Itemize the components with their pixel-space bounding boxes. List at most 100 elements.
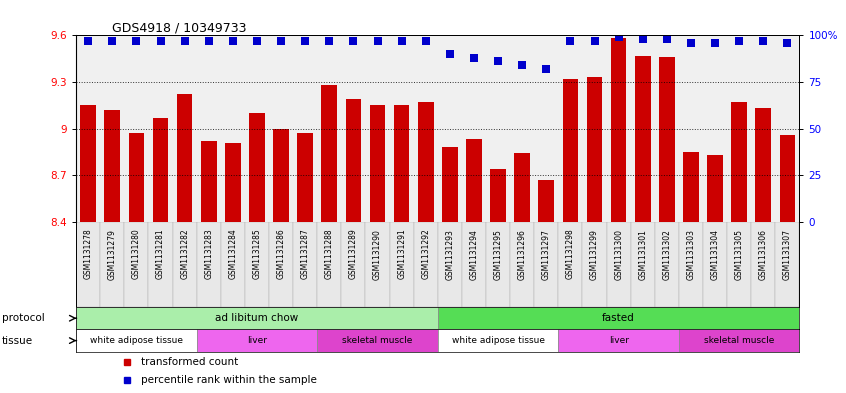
- Text: liver: liver: [247, 336, 267, 345]
- Bar: [418, 102, 434, 222]
- Bar: [683, 152, 699, 222]
- Text: GSM1131291: GSM1131291: [397, 229, 406, 279]
- Bar: [149, 222, 173, 307]
- Text: GSM1131280: GSM1131280: [132, 229, 141, 279]
- Bar: [80, 105, 96, 222]
- Bar: [370, 105, 386, 222]
- Bar: [707, 155, 723, 222]
- Text: GSM1131304: GSM1131304: [711, 229, 720, 280]
- Text: liver: liver: [608, 336, 629, 345]
- Bar: [100, 222, 124, 307]
- Bar: [442, 147, 458, 222]
- Bar: [437, 307, 799, 329]
- Bar: [225, 143, 241, 222]
- Text: GSM1131283: GSM1131283: [204, 229, 213, 279]
- Text: transformed count: transformed count: [141, 357, 239, 367]
- Bar: [104, 110, 120, 222]
- Text: GSM1131293: GSM1131293: [445, 229, 454, 279]
- Bar: [293, 222, 317, 307]
- Text: GSM1131288: GSM1131288: [325, 229, 334, 279]
- Text: GSM1131306: GSM1131306: [759, 229, 768, 280]
- Bar: [249, 113, 265, 222]
- Bar: [678, 222, 703, 307]
- Bar: [727, 222, 751, 307]
- Bar: [462, 222, 486, 307]
- Bar: [244, 222, 269, 307]
- Text: GSM1131295: GSM1131295: [493, 229, 503, 279]
- Bar: [731, 102, 747, 222]
- Bar: [365, 222, 389, 307]
- Bar: [466, 140, 482, 222]
- Bar: [177, 94, 193, 222]
- Bar: [535, 222, 558, 307]
- Text: GDS4918 / 10349733: GDS4918 / 10349733: [113, 21, 247, 34]
- Bar: [414, 222, 437, 307]
- Bar: [703, 222, 727, 307]
- Text: GSM1131305: GSM1131305: [734, 229, 744, 280]
- Text: white adipose tissue: white adipose tissue: [90, 336, 183, 345]
- Text: GSM1131298: GSM1131298: [566, 229, 575, 279]
- Text: skeletal muscle: skeletal muscle: [343, 336, 413, 345]
- Text: protocol: protocol: [2, 313, 45, 323]
- Text: skeletal muscle: skeletal muscle: [704, 336, 774, 345]
- Bar: [221, 222, 244, 307]
- Text: GSM1131297: GSM1131297: [541, 229, 551, 279]
- Bar: [538, 180, 554, 222]
- Text: tissue: tissue: [2, 336, 33, 345]
- Bar: [124, 222, 148, 307]
- Text: GSM1131281: GSM1131281: [156, 229, 165, 279]
- Bar: [634, 55, 651, 222]
- Bar: [779, 135, 795, 222]
- Bar: [486, 222, 510, 307]
- Bar: [514, 153, 530, 222]
- Text: GSM1131286: GSM1131286: [277, 229, 286, 279]
- Text: GSM1131284: GSM1131284: [228, 229, 238, 279]
- Bar: [490, 169, 506, 222]
- Bar: [345, 99, 361, 222]
- Bar: [558, 222, 582, 307]
- Bar: [563, 79, 579, 222]
- Text: GSM1131282: GSM1131282: [180, 229, 190, 279]
- Bar: [630, 222, 655, 307]
- Text: GSM1131303: GSM1131303: [686, 229, 695, 280]
- Bar: [582, 222, 607, 307]
- Bar: [437, 329, 558, 352]
- Bar: [751, 222, 775, 307]
- Bar: [152, 118, 168, 222]
- Bar: [437, 222, 462, 307]
- Text: GSM1131287: GSM1131287: [300, 229, 310, 279]
- Text: GSM1131279: GSM1131279: [107, 229, 117, 279]
- Bar: [273, 129, 289, 222]
- Bar: [196, 222, 221, 307]
- Text: GSM1131290: GSM1131290: [373, 229, 382, 279]
- Bar: [76, 307, 437, 329]
- Bar: [678, 329, 799, 352]
- Bar: [76, 329, 196, 352]
- Text: GSM1131307: GSM1131307: [783, 229, 792, 280]
- Bar: [775, 222, 799, 307]
- Bar: [297, 133, 313, 222]
- Bar: [607, 222, 630, 307]
- Text: GSM1131301: GSM1131301: [638, 229, 647, 279]
- Bar: [173, 222, 196, 307]
- Bar: [611, 39, 627, 222]
- Bar: [317, 329, 437, 352]
- Bar: [76, 222, 100, 307]
- Bar: [510, 222, 535, 307]
- Text: GSM1131289: GSM1131289: [349, 229, 358, 279]
- Bar: [201, 141, 217, 222]
- Text: white adipose tissue: white adipose tissue: [452, 336, 545, 345]
- Bar: [129, 133, 145, 222]
- Bar: [393, 105, 409, 222]
- Bar: [341, 222, 365, 307]
- Text: GSM1131278: GSM1131278: [84, 229, 93, 279]
- Text: ad libitum chow: ad libitum chow: [216, 313, 299, 323]
- Bar: [196, 329, 317, 352]
- Bar: [755, 108, 772, 222]
- Text: GSM1131300: GSM1131300: [614, 229, 624, 280]
- Bar: [655, 222, 678, 307]
- Text: GSM1131294: GSM1131294: [470, 229, 479, 279]
- Text: GSM1131299: GSM1131299: [590, 229, 599, 279]
- Bar: [659, 57, 675, 222]
- Text: GSM1131302: GSM1131302: [662, 229, 672, 279]
